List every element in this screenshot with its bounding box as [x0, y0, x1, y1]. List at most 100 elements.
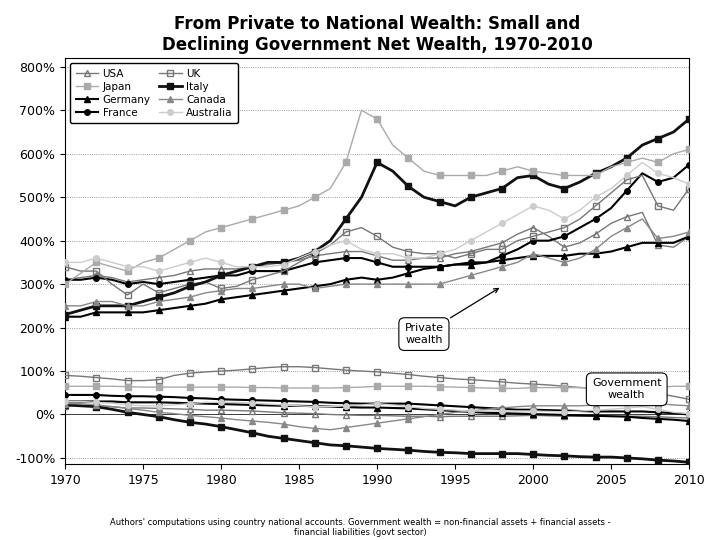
Japan — [326, 185, 335, 192]
UK — [186, 281, 194, 287]
Germany — [357, 274, 366, 281]
Australia — [420, 255, 428, 261]
Canada — [60, 302, 69, 309]
Japan — [373, 116, 382, 122]
Japan — [201, 229, 210, 235]
Canada — [404, 281, 413, 287]
Italy — [279, 259, 288, 266]
Germany — [435, 264, 444, 270]
France — [107, 276, 116, 283]
France — [575, 225, 584, 231]
USA — [638, 209, 647, 215]
Australia — [373, 251, 382, 257]
Italy — [107, 302, 116, 309]
Japan — [357, 107, 366, 113]
Australia — [170, 264, 179, 270]
USA — [76, 274, 85, 281]
Australia — [279, 261, 288, 268]
Germany — [326, 281, 335, 287]
Germany — [92, 309, 101, 315]
Germany — [154, 307, 163, 313]
Germany — [560, 253, 569, 259]
Italy — [201, 279, 210, 285]
Italy — [404, 183, 413, 190]
Canada — [669, 233, 678, 240]
Legend: USA, Japan, Germany, France, UK, Italy, Canada, Australia: USA, Japan, Germany, France, UK, Italy, … — [71, 63, 238, 123]
USA — [654, 242, 662, 248]
Australia — [482, 229, 490, 235]
Germany — [528, 253, 537, 259]
France — [685, 161, 693, 168]
Japan — [123, 268, 132, 274]
Canada — [622, 225, 631, 231]
UK — [528, 233, 537, 240]
Australia — [233, 264, 241, 270]
Australia — [341, 238, 350, 244]
Italy — [170, 289, 179, 296]
USA — [528, 225, 537, 231]
Germany — [591, 251, 600, 257]
Italy — [60, 311, 69, 318]
Italy — [467, 194, 475, 200]
Australia — [513, 211, 522, 218]
UK — [654, 202, 662, 209]
Japan — [575, 172, 584, 179]
Italy — [248, 264, 256, 270]
USA — [248, 264, 256, 270]
Canada — [217, 287, 225, 294]
Japan — [92, 259, 101, 266]
Germany — [467, 261, 475, 268]
Germany — [373, 276, 382, 283]
Australia — [139, 264, 148, 270]
USA — [341, 248, 350, 255]
Japan — [186, 238, 194, 244]
Line: Australia: Australia — [63, 160, 692, 274]
Australia — [498, 220, 506, 226]
UK — [575, 215, 584, 222]
Canada — [638, 215, 647, 222]
Canada — [92, 298, 101, 305]
Canada — [341, 281, 350, 287]
Canada — [357, 281, 366, 287]
France — [154, 281, 163, 287]
Italy — [528, 172, 537, 179]
Germany — [622, 244, 631, 251]
Japan — [513, 164, 522, 170]
Germany — [170, 305, 179, 311]
USA — [388, 257, 397, 264]
Australia — [451, 246, 459, 253]
Japan — [233, 220, 241, 226]
Australia — [123, 264, 132, 270]
France — [388, 264, 397, 270]
UK — [451, 255, 459, 261]
Canada — [451, 276, 459, 283]
Text: Government
wealth: Government wealth — [592, 379, 662, 402]
UK — [498, 246, 506, 253]
Canada — [544, 255, 553, 261]
Japan — [528, 168, 537, 174]
UK — [622, 177, 631, 183]
Japan — [170, 246, 179, 253]
Italy — [373, 159, 382, 166]
Japan — [388, 142, 397, 149]
Canada — [294, 281, 303, 287]
Australia — [154, 268, 163, 274]
Japan — [139, 259, 148, 266]
USA — [591, 231, 600, 238]
Germany — [498, 257, 506, 264]
UK — [264, 272, 272, 279]
Line: Japan: Japan — [63, 107, 692, 287]
Germany — [544, 253, 553, 259]
Japan — [107, 264, 116, 270]
France — [528, 238, 537, 244]
Text: Authors' computations using country national accounts. Government wealth = non-f: Authors' computations using country nati… — [109, 518, 611, 537]
USA — [575, 240, 584, 246]
UK — [420, 251, 428, 257]
Australia — [186, 259, 194, 266]
Germany — [233, 294, 241, 300]
Canada — [591, 246, 600, 253]
Italy — [685, 116, 693, 122]
UK — [326, 242, 335, 248]
Germany — [654, 240, 662, 246]
Italy — [341, 215, 350, 222]
